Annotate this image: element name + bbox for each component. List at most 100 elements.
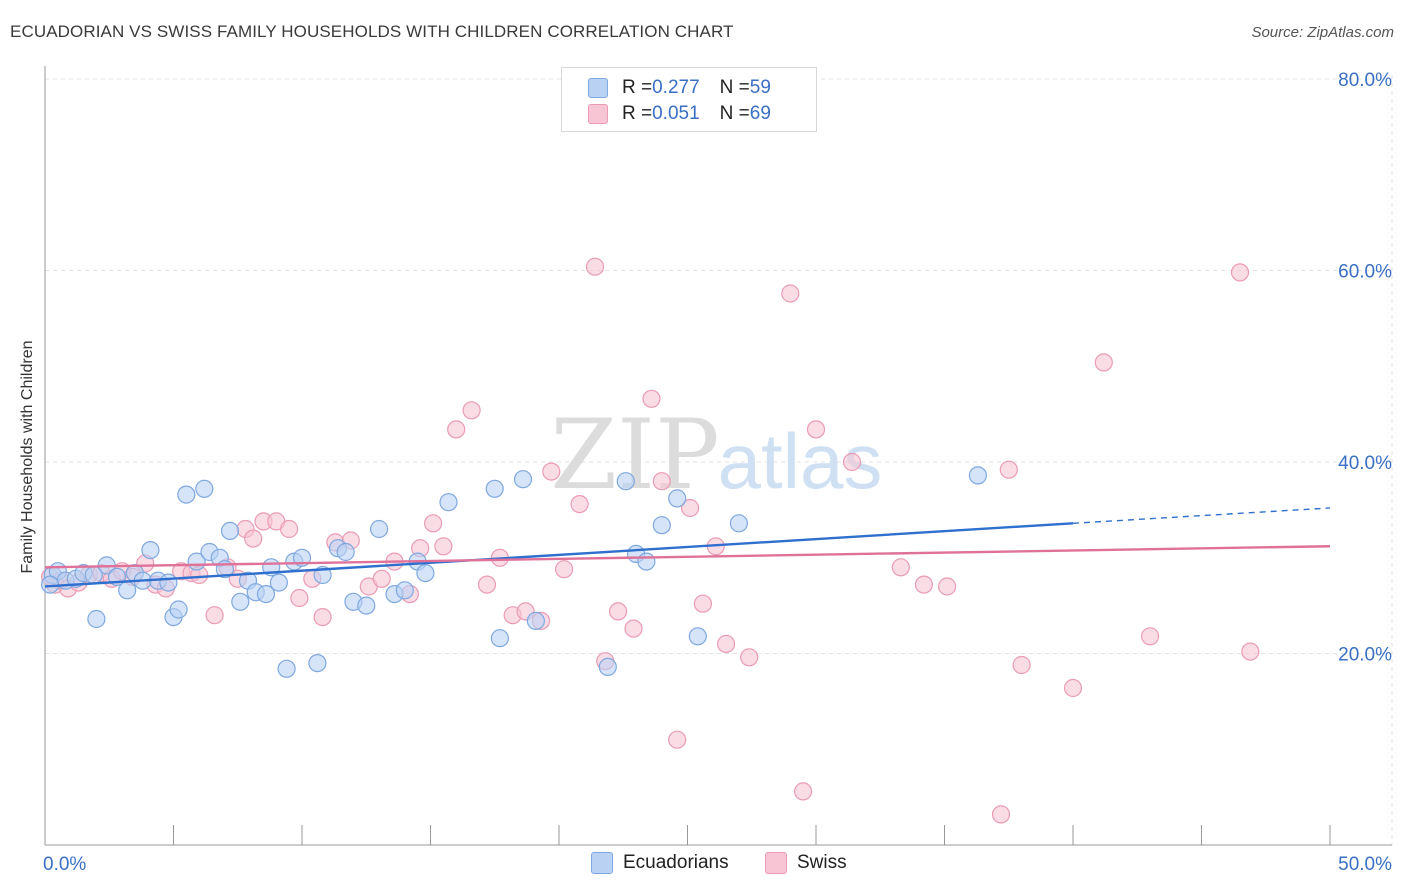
ecuadorian-point (308, 653, 327, 673)
legend-r-value: 0.277 (652, 77, 700, 98)
ecuadorian-point (637, 552, 656, 571)
swiss-point (280, 519, 299, 539)
ecuadorian-point (370, 519, 389, 539)
swiss-point (462, 401, 481, 420)
swiss-point (1094, 353, 1113, 372)
grid-lines (45, 75, 1393, 845)
tick-labels: 20.0% 40.0% 60.0% 80.0% 0.0% 50.0% (43, 70, 1392, 875)
swiss-trendline (44, 545, 1331, 569)
legend-n-label: N = (719, 103, 750, 124)
legend-item-ecuadorians[interactable]: Ecuadorians (591, 852, 729, 874)
swiss-point (937, 577, 957, 596)
swiss-points (40, 257, 1260, 824)
swiss-point (652, 472, 671, 491)
ecuadorian-point (195, 479, 214, 498)
ecuadorian-trendline-projection (1072, 507, 1331, 524)
x-tick-label: 50.0% (1338, 854, 1392, 875)
swiss-point (642, 389, 661, 408)
ecuadorian-point (485, 479, 504, 498)
swiss-point (244, 529, 263, 548)
swiss-point (585, 257, 605, 276)
ecuadorian-point (598, 657, 617, 677)
ecuadorian-point (84, 565, 103, 585)
legend-row-swiss: R = 0.051 N = 69 (588, 102, 771, 126)
swiss-point (542, 462, 561, 481)
legend-label-ecuadorians: Ecuadorians (623, 852, 729, 873)
swiss-point (554, 560, 574, 579)
ecuadorian-point (652, 516, 671, 535)
swiss-point (608, 602, 628, 621)
swiss-point (842, 452, 862, 472)
legend-label-swiss: Swiss (797, 852, 847, 873)
swiss-point (680, 498, 700, 518)
legend-r-label: R = (622, 77, 653, 98)
ecuadorian-point (169, 600, 188, 619)
swiss-point (668, 730, 687, 749)
swiss-point (693, 594, 713, 613)
legend-swatch-blue (588, 78, 608, 98)
swiss-point (991, 805, 1011, 824)
trendlines (44, 507, 1331, 588)
legend-swatch-pink (588, 104, 608, 124)
swiss-point (781, 284, 800, 303)
legend-r-value: 0.051 (652, 103, 700, 124)
ecuadorian-point (688, 627, 707, 646)
legend-row-ecuadorians: R = 0.277 N = 59 (588, 76, 771, 100)
ecuadorian-point (490, 629, 509, 648)
swiss-point (205, 606, 224, 625)
swiss-point (570, 495, 589, 514)
ecuadorian-point (220, 521, 240, 541)
legend-item-swiss[interactable]: Swiss (765, 852, 847, 874)
swiss-point (740, 648, 759, 667)
swiss-point (477, 575, 497, 594)
ecuadorian-point (277, 659, 296, 678)
y-tick-label: 80.0% (1338, 70, 1392, 91)
ecuadorian-point (141, 540, 160, 560)
swiss-point (716, 634, 736, 654)
ecuadorian-point (336, 542, 355, 562)
ecuadorian-point (231, 592, 250, 611)
series-legend: Ecuadorians Swiss (0, 852, 1406, 878)
y-tick-label: 60.0% (1338, 262, 1392, 283)
ecuadorian-point (177, 485, 196, 504)
swiss-point (793, 782, 813, 801)
swiss-point (1063, 678, 1083, 698)
legend-swatch-pink (765, 852, 787, 874)
ecuadorian-point (968, 466, 988, 485)
swiss-point (434, 537, 453, 556)
ecuadorian-point (395, 581, 414, 600)
swiss-point (1230, 263, 1250, 282)
correlation-legend: R = 0.277 N = 59 R = 0.051 N = 69 (561, 67, 817, 132)
legend-r-label: R = (622, 103, 653, 124)
ecuadorian-point (256, 584, 276, 604)
swiss-point (290, 588, 309, 608)
ecuadorian-point (439, 493, 458, 512)
x-tick-label: 0.0% (43, 854, 86, 875)
legend-n-value: 59 (749, 77, 771, 98)
swiss-point (624, 619, 643, 638)
legend-n-label: N = (719, 77, 750, 98)
swiss-point (447, 420, 466, 439)
ecuadorian-trendline (44, 522, 1074, 588)
swiss-point (1140, 627, 1160, 646)
ecuadorian-point (357, 596, 376, 615)
swiss-point (806, 420, 826, 439)
ecuadorian-point (159, 573, 178, 592)
ecuadorian-point (87, 609, 106, 629)
swiss-point (1012, 655, 1031, 675)
ecuadorian-point (526, 611, 546, 631)
swiss-point (999, 460, 1018, 479)
axes (44, 66, 1392, 846)
ecuadorian-point (416, 563, 435, 583)
legend-n-value: 69 (749, 103, 771, 124)
ecuadorian-point (616, 472, 635, 491)
ecuadorian-point (118, 581, 137, 600)
ecuadorian-point (513, 470, 533, 489)
swiss-point (313, 607, 332, 627)
ecuadorian-point (269, 573, 288, 592)
swiss-point (891, 558, 910, 577)
swiss-point (1241, 642, 1260, 661)
legend-swatch-blue (591, 852, 613, 874)
source-label: Source: ZipAtlas.com (1251, 24, 1394, 41)
